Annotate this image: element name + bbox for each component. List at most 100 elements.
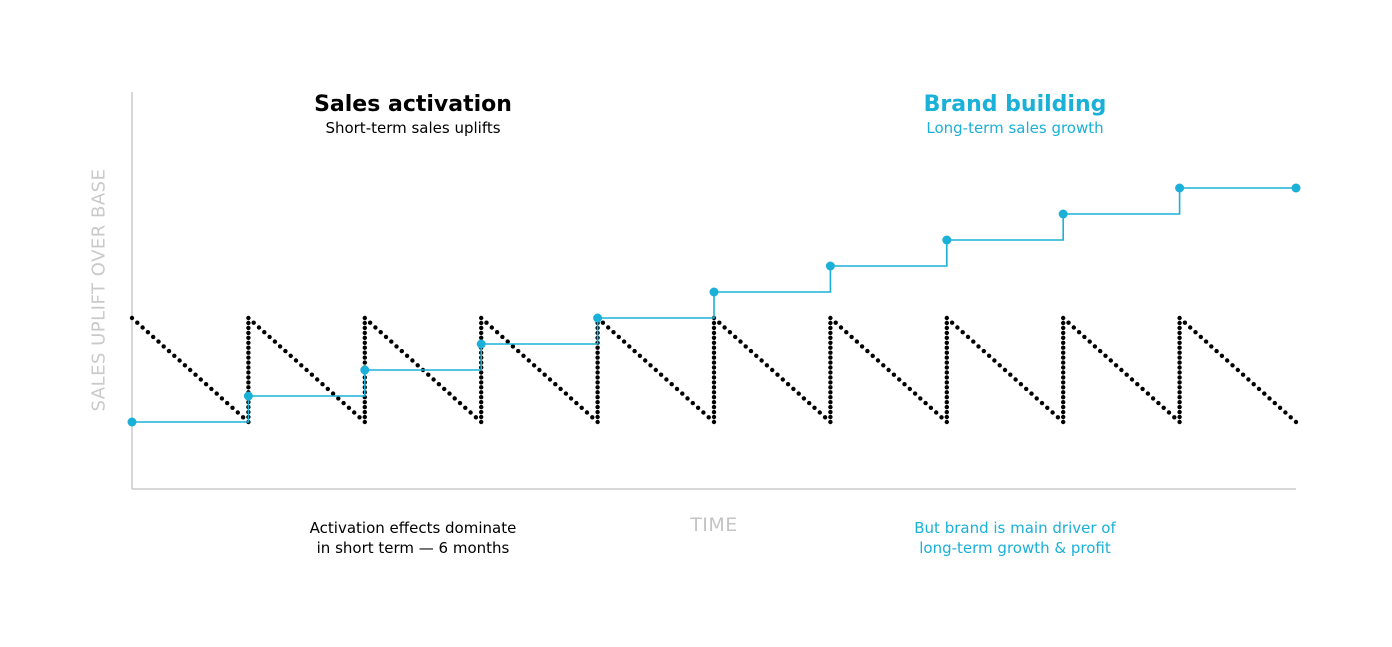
activation-decay-dot [828, 419, 833, 425]
activation-decay-dot [934, 410, 939, 415]
activation-rise-dot [711, 355, 717, 360]
activation-decay-dot [161, 344, 166, 349]
activation-decay-dot [1050, 410, 1055, 415]
activation-decay-dot [240, 415, 246, 420]
activation-decay-dot [177, 358, 182, 363]
activation-rise-dot [944, 375, 949, 380]
activation-decay-dot [410, 358, 415, 363]
activation-decay-dot [600, 320, 606, 325]
activation-decay-dot [262, 330, 267, 335]
activation-rise-dot [944, 404, 949, 410]
activation-rise-dot [944, 390, 949, 395]
activation-subtitle: Short-term sales uplifts [325, 119, 501, 137]
activation-decay-dot [558, 386, 563, 392]
activation-rise-dot [828, 380, 833, 385]
activation-decay-dot [1193, 330, 1198, 335]
activation-rise-dot [362, 350, 367, 355]
brand-point [593, 313, 603, 323]
activation-rise-dot [828, 345, 833, 350]
activation-decay-dot [468, 410, 473, 415]
activation-decay-dot [907, 386, 912, 392]
activation-rise-dot [1177, 414, 1182, 420]
activation-rise-dot [246, 340, 251, 345]
activation-rise-dot [479, 375, 484, 380]
activation-decay-dot [214, 391, 219, 396]
activation-title: Sales activation [314, 92, 512, 117]
activation-rise-dot [1061, 325, 1066, 331]
activation-decay-dot [304, 367, 309, 373]
activation-decay-dot [1098, 348, 1103, 354]
activation-decay-dot [849, 334, 854, 340]
activation-decay-dot [1013, 377, 1018, 382]
activation-rise-dot [246, 350, 251, 355]
activation-rise-dot [1061, 390, 1066, 395]
brand-note-line2: long-term growth & profit [919, 539, 1111, 557]
activation-decay-dot [944, 419, 949, 425]
activation-decay-dot [283, 348, 288, 354]
activation-decay-dot [875, 358, 881, 363]
activation-decay-dot [1082, 334, 1087, 340]
activation-decay-dot [521, 353, 526, 358]
activation-rise-dot [362, 404, 367, 410]
activation-decay-dot [1182, 320, 1188, 325]
activation-decay-dot [299, 363, 304, 368]
activation-decay-dot [965, 334, 971, 340]
activation-decay-dot [695, 405, 701, 410]
activation-rise-dot [944, 360, 949, 365]
activation-rise-dot [479, 325, 484, 331]
brand-point [127, 417, 137, 427]
activation-rise-dot [711, 360, 717, 365]
activation-decay-dot [1071, 325, 1077, 330]
activation-rise-dot [1177, 404, 1182, 410]
activation-decay-dot [780, 377, 785, 382]
activation-decay-dot [399, 348, 404, 354]
activation-decay-dot [1235, 367, 1241, 373]
activation-decay-dot [479, 315, 484, 321]
activation-note-line2: in short term — 6 months [316, 539, 510, 557]
activation-rise-dot [362, 414, 367, 420]
activation-decay-dot [669, 382, 674, 387]
activation-decay-dot [1230, 363, 1235, 368]
activation-rise-dot [362, 400, 367, 405]
activation-decay-dot [616, 334, 621, 340]
activation-decay-dot [251, 320, 256, 325]
activation-decay-dot [378, 330, 383, 335]
activation-decay-dot [1214, 348, 1219, 354]
series-sales-activation [129, 315, 1299, 425]
brand-title: Brand building [923, 92, 1107, 117]
activation-decay-dot [976, 344, 981, 349]
activation-rise-dot [595, 409, 600, 415]
activation-decay-dot [891, 372, 897, 377]
activation-decay-dot [1161, 405, 1166, 410]
activation-decay-dot [182, 363, 188, 368]
activation-decay-dot [1188, 325, 1193, 330]
activation-decay-dot [939, 415, 944, 420]
activation-rise-dot [1061, 400, 1066, 405]
activation-decay-dot [1272, 400, 1278, 406]
activation-decay-dot [949, 320, 955, 325]
activation-decay-dot [1108, 358, 1114, 363]
activation-decay-dot [960, 330, 965, 335]
activation-decay-dot [870, 353, 875, 358]
activation-rise-dot [362, 330, 367, 336]
activation-decay-dot [1283, 410, 1288, 415]
activation-decay-dot [447, 391, 452, 396]
activation-rise-dot [828, 355, 833, 360]
activation-rise-dot [479, 409, 484, 415]
activation-decay-dot [1251, 382, 1256, 387]
activation-decay-dot [1061, 315, 1066, 321]
activation-rise-dot [1061, 355, 1066, 360]
activation-decay-dot [404, 353, 410, 358]
activation-decay-dot [568, 396, 574, 401]
activation-rise-dot [246, 355, 251, 360]
activation-rise-dot [711, 400, 717, 405]
activation-rise-dot [1177, 380, 1182, 385]
activation-rise-dot [595, 380, 600, 385]
activation-rise-dot [246, 335, 251, 340]
activation-rise-dot [1177, 400, 1182, 405]
activation-decay-dot [833, 320, 838, 325]
activation-decay-dot [1150, 396, 1156, 401]
activation-decay-dot [293, 358, 299, 363]
activation-rise-dot [246, 380, 251, 385]
activation-rise-dot [1061, 404, 1066, 410]
